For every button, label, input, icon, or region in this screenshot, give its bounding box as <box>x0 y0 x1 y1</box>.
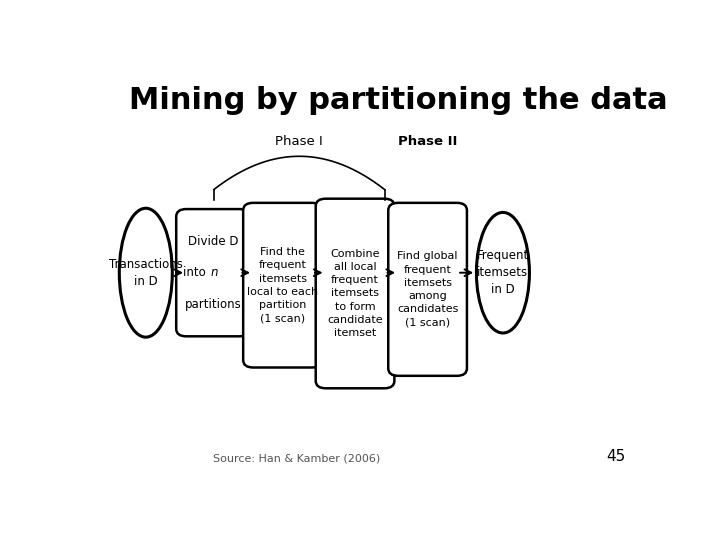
Text: Divide D: Divide D <box>187 235 238 248</box>
Ellipse shape <box>120 208 172 337</box>
FancyBboxPatch shape <box>388 203 467 376</box>
Ellipse shape <box>477 212 529 333</box>
Text: Phase I: Phase I <box>275 135 323 148</box>
Text: Transactions
in D: Transactions in D <box>109 258 183 288</box>
Text: Find global
frequent
itemsets
among
candidates
(1 scan): Find global frequent itemsets among cand… <box>397 251 458 327</box>
Text: Combine
all local
frequent
itemsets
to form
candidate
itemset: Combine all local frequent itemsets to f… <box>327 249 383 338</box>
Text: Source: Han & Kamber (2006): Source: Han & Kamber (2006) <box>213 454 380 464</box>
FancyBboxPatch shape <box>243 203 322 368</box>
FancyBboxPatch shape <box>176 209 249 336</box>
Text: Phase II: Phase II <box>398 135 457 148</box>
Text: n: n <box>210 266 218 279</box>
Text: Frequent
itemsets
in D: Frequent itemsets in D <box>477 249 529 296</box>
Text: into: into <box>184 266 210 279</box>
Text: Mining by partitioning the data: Mining by partitioning the data <box>129 85 667 114</box>
Text: 45: 45 <box>606 449 626 464</box>
FancyBboxPatch shape <box>315 199 395 388</box>
Text: partitions: partitions <box>184 298 241 310</box>
Text: Find the
frequent
itemsets
local to each
partition
(1 scan): Find the frequent itemsets local to each… <box>247 247 318 323</box>
